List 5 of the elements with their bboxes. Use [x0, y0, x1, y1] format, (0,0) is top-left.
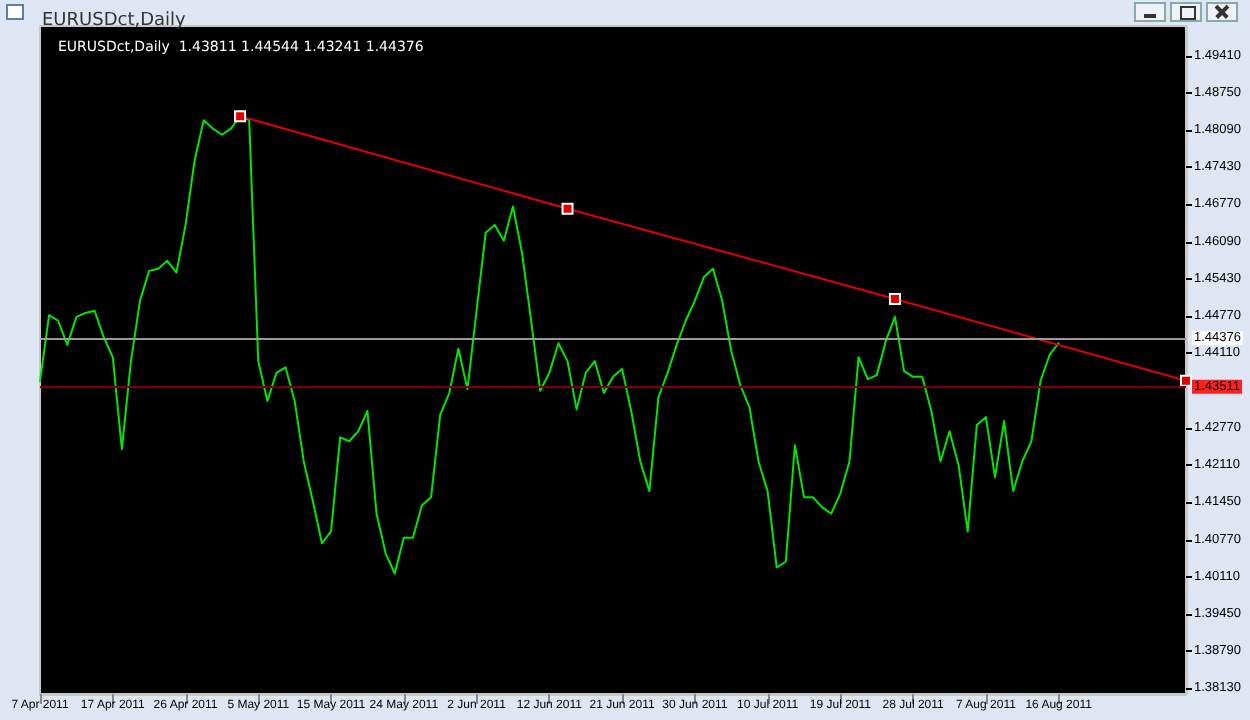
point [888, 292, 901, 305]
point [1180, 374, 1192, 387]
chart-title: EURUSDct,Daily [42, 11, 188, 31]
point [234, 110, 247, 123]
point [561, 202, 574, 215]
